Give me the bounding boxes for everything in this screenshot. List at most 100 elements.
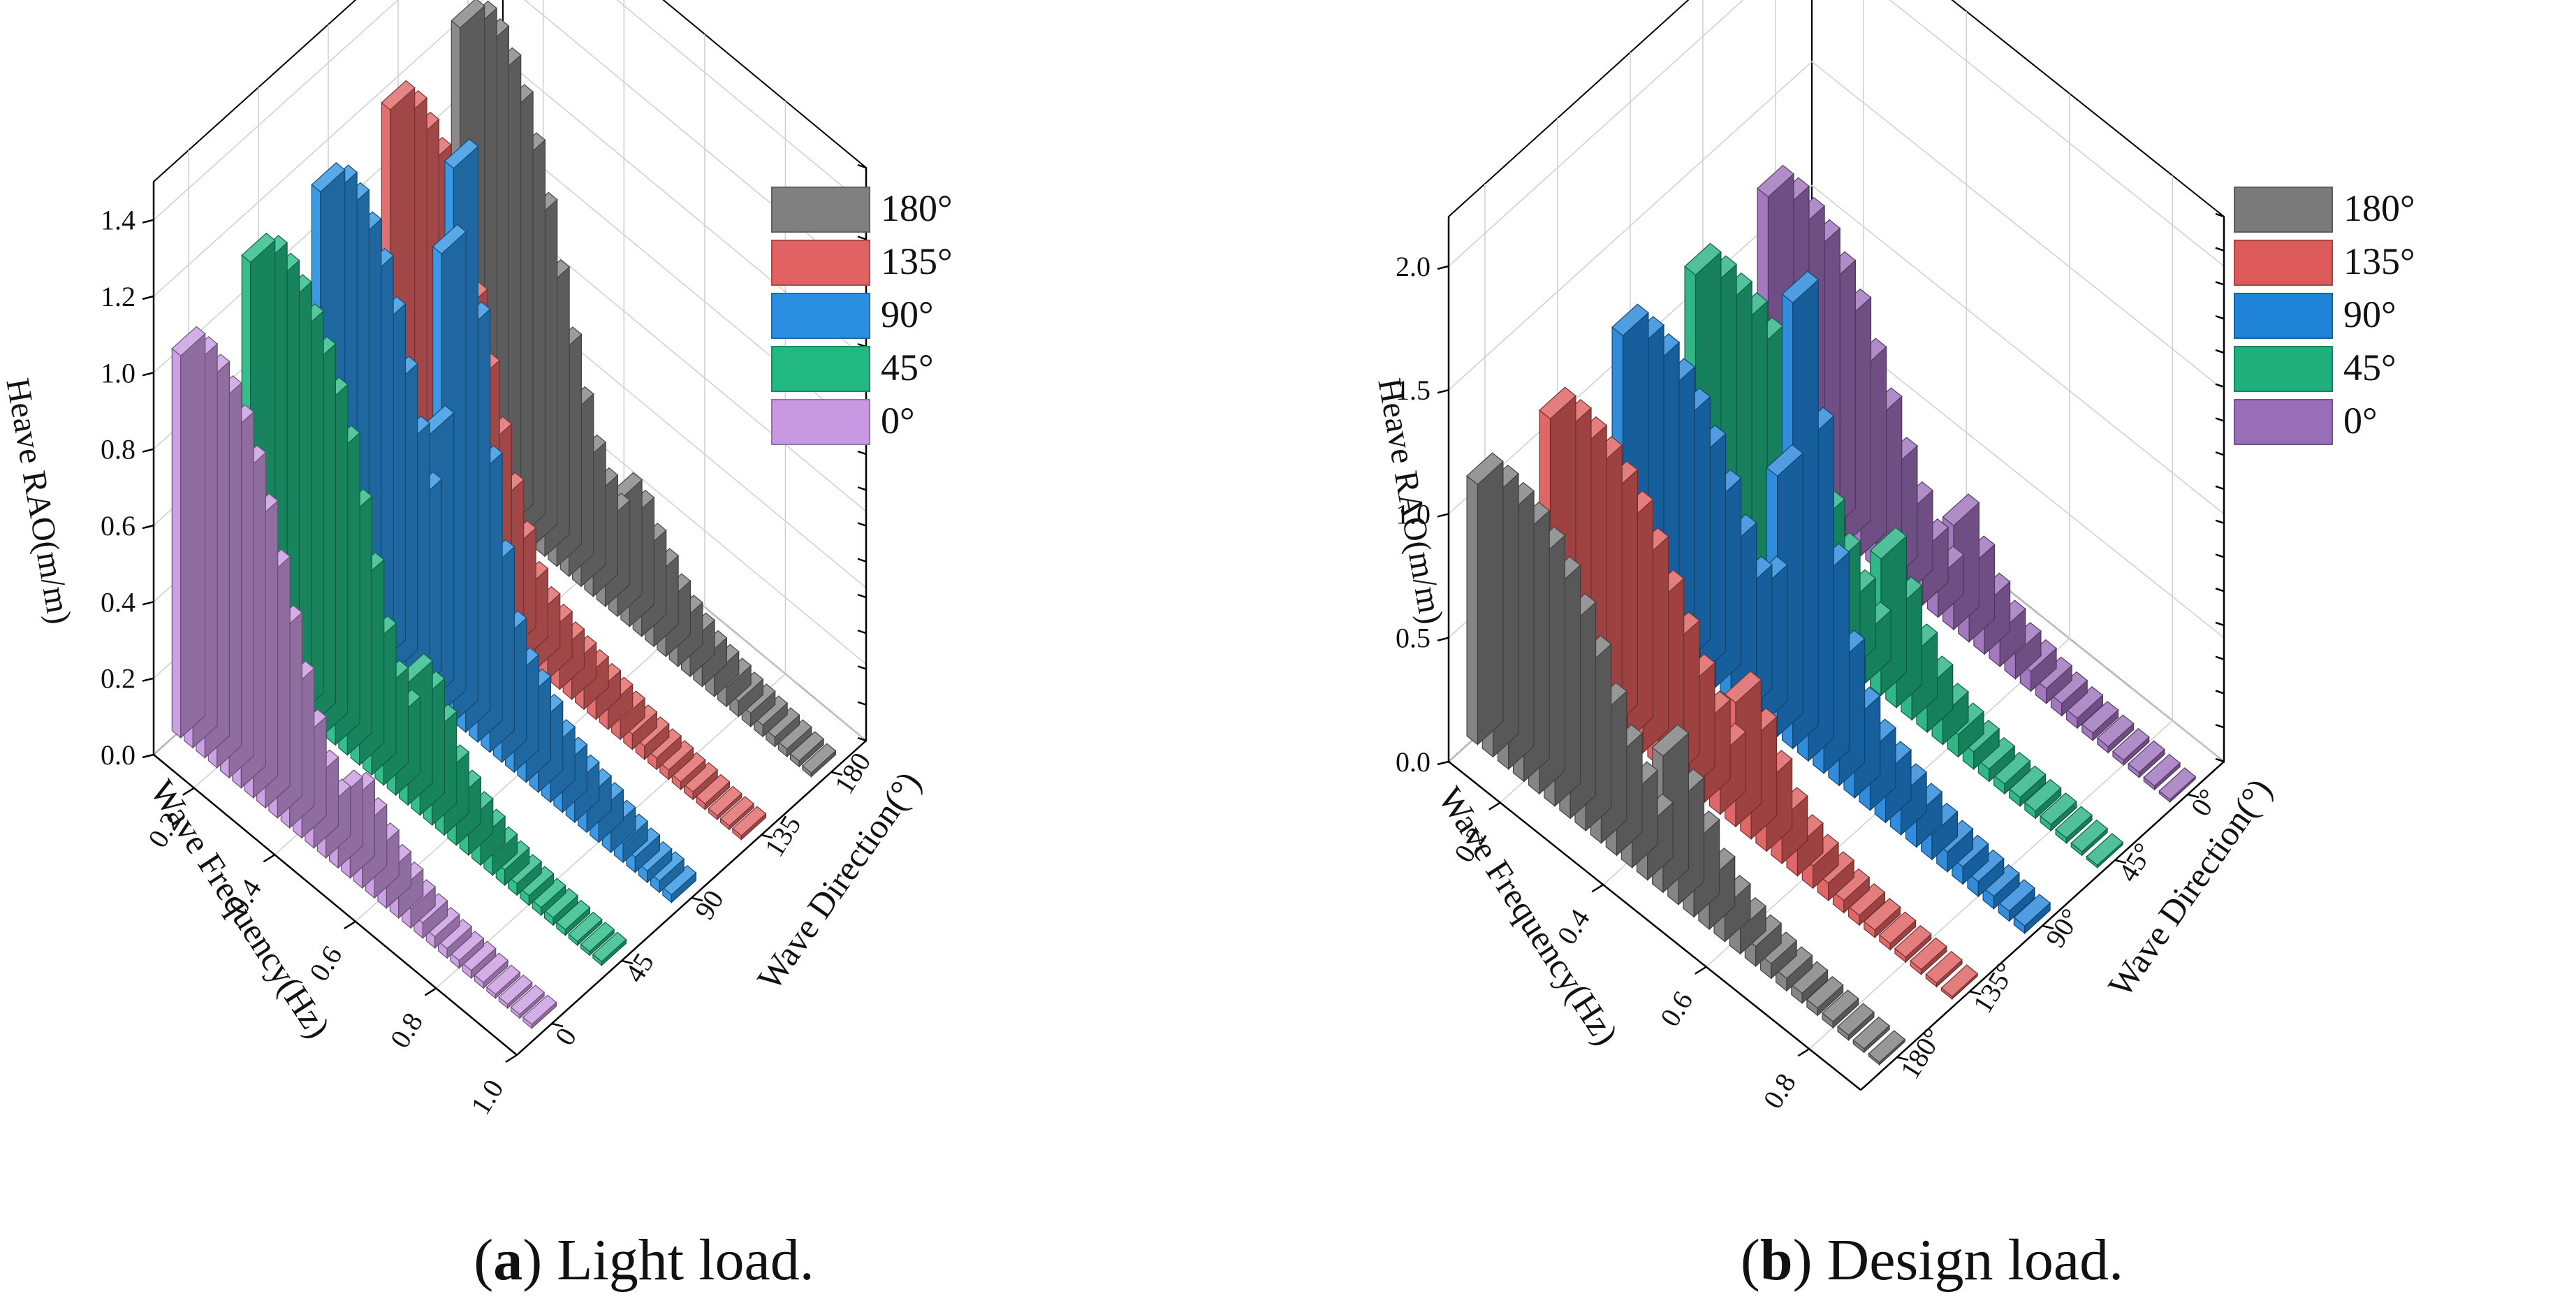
y-tick (2187, 793, 2200, 799)
bar-0deg-f25 (474, 952, 509, 989)
z-tick-label: 0.0 (101, 739, 136, 771)
y-tick-label: 45 (618, 947, 659, 988)
chart-design-load: 0.00.51.01.52.00.20.40.60.80°45°90°135°1… (1370, 0, 2415, 1114)
bar-180deg-f0 (1466, 452, 1504, 746)
legend-swatch (2234, 187, 2333, 233)
caption-b-text: ) Design load. (1792, 1228, 2124, 1293)
legend-label: 135° (881, 240, 953, 282)
legend-swatch (2234, 399, 2333, 445)
bar-90deg-f24 (1982, 864, 2020, 910)
x-tick (263, 854, 275, 863)
right-axis-tick (2215, 757, 2225, 763)
bar-135deg-f28 (719, 796, 755, 831)
bar-180deg-f22 (1806, 975, 1844, 1017)
right-axis-tick (2215, 519, 2225, 524)
x-tick (1797, 1048, 1810, 1057)
bar-45deg-f25 (543, 887, 579, 926)
z-tick (142, 372, 154, 377)
right-axis-tick (2215, 247, 2225, 252)
bar-0deg-f27 (498, 974, 533, 1010)
right-axis-tick (857, 736, 867, 742)
legend-swatch (771, 399, 870, 445)
bar-45deg-f28 (580, 922, 615, 957)
bar-45deg-f25 (2070, 819, 2108, 857)
legend-label: 0° (2343, 400, 2378, 442)
y-axis-title: Wave Direction(°) (749, 764, 928, 997)
x-axis-line (153, 754, 518, 1056)
bar-45deg-f23 (2040, 792, 2077, 832)
z-tick-label: 0.4 (101, 586, 136, 618)
legend-swatch (771, 346, 870, 392)
bar-180deg-f19 (1759, 931, 1798, 980)
legend-swatch (771, 293, 870, 339)
z-tick (1437, 265, 1449, 270)
x-tick (344, 920, 356, 929)
legend-label: 90° (881, 293, 934, 335)
z-tick (1437, 388, 1449, 394)
right-axis-tick (857, 486, 867, 491)
right-axis-tick (2215, 655, 2225, 660)
x-tick-label: 0.8 (1757, 1068, 1802, 1114)
right-axis-tick (857, 593, 867, 599)
z-tick-label: 2.0 (1396, 251, 1430, 282)
right-axis-tick (857, 522, 867, 527)
z-tick-label: 1.4 (101, 205, 136, 236)
y-tick (761, 834, 773, 839)
bar-90deg-f26 (2013, 894, 2051, 935)
right-axis-tick (2215, 621, 2225, 627)
z-tick-label: 1.5 (1396, 375, 1430, 406)
right-axis-tick (2215, 690, 2225, 695)
x-tick-label: 0.8 (383, 1007, 429, 1053)
bar-135deg-f23 (659, 740, 694, 780)
bar-135deg-f21 (1863, 898, 1901, 939)
bar-0deg-f28 (510, 984, 546, 1019)
bar-135deg-f26 (1940, 964, 1979, 1001)
x-tick-label: 1.0 (464, 1074, 510, 1120)
chart-light-load: 0.00.20.40.60.81.01.21.40.20.40.60.81.00… (0, 0, 953, 1120)
z-tick-label: 1.0 (1396, 498, 1430, 530)
caption-a: (a) Light load. (474, 1228, 814, 1293)
z-tick-label: 1.0 (101, 357, 136, 388)
bar-0deg-f26 (485, 964, 521, 999)
panel-b: 0.0 0.5 1.0 1.5 2.0 0.2 0.4 0.6 0.8 0° 45° 90° 135° 1… (1288, 0, 2576, 1301)
right-axis-tick (2215, 349, 2225, 354)
bar-180deg-f23 (1822, 989, 1859, 1029)
legend-label: 45° (881, 347, 934, 388)
y-tick-label: 180° (1894, 1022, 1948, 1084)
y-tick (621, 959, 634, 965)
legend-swatch (771, 240, 870, 286)
legend-swatch (771, 187, 870, 233)
caption-b-letter: b (1759, 1228, 1793, 1293)
bar-135deg-f24 (1910, 937, 1947, 975)
right-axis-tick (2215, 485, 2225, 490)
z-tick (142, 677, 154, 682)
bar-45deg-f26 (555, 899, 591, 936)
y-tick (2114, 859, 2127, 864)
bar-90deg-f27 (638, 841, 673, 884)
bar-0deg-f24 (2128, 740, 2165, 778)
bar-45deg-f27 (568, 911, 603, 947)
x-tick (1488, 801, 1501, 811)
y-tick-label: 0 (548, 1022, 583, 1051)
y-tick (691, 896, 703, 902)
z-tick-label: 1.2 (101, 281, 136, 312)
bar-135deg-f29 (731, 806, 767, 841)
legend-swatch (2234, 240, 2333, 286)
z-tick (1437, 760, 1449, 766)
x-tick (1695, 966, 1707, 975)
legend-label: 180° (2343, 187, 2415, 229)
legend-label: 180° (881, 187, 953, 229)
y-tick-label: 135° (1966, 957, 2021, 1018)
z-grid-line (1448, 61, 2225, 391)
caption-b: (b) Design load. (1740, 1228, 2124, 1293)
right-axis-tick (2215, 553, 2225, 558)
right-axis-tick (2215, 212, 2225, 218)
bar-180deg-f24 (1837, 1003, 1875, 1041)
z-tick (142, 295, 154, 300)
z-tick (142, 753, 154, 759)
bar-135deg-f23 (1894, 924, 1932, 964)
x-tick (1591, 884, 1604, 893)
bar-45deg-f19 (1977, 736, 2016, 783)
x-tick (505, 1054, 518, 1063)
right-axis-tick (2215, 281, 2225, 286)
